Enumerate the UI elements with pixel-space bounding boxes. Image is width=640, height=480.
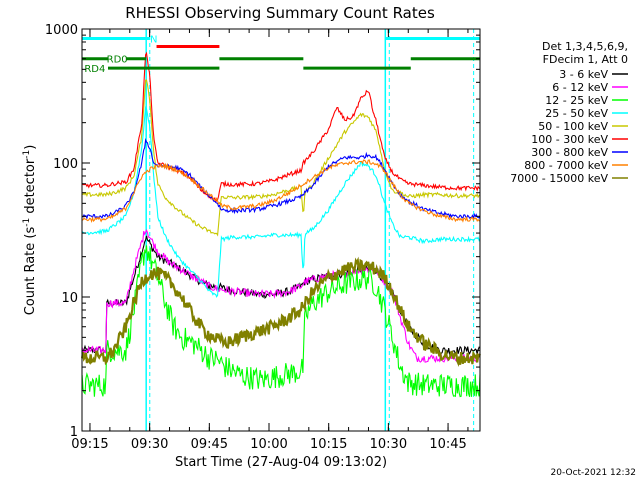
legend-entry-4: 50 - 100 keV [538,120,608,133]
plot-frame [81,28,481,432]
y-tick-label-0: 1 [70,425,78,440]
flag-label-3: RD4 [84,64,105,75]
y-axis-label: Count Rate (s-1 detector-1) [22,145,38,316]
y-tick-label-3: 1000 [45,23,78,38]
series-line-1 [81,228,481,364]
legend-header-line-1: Det 1,3,4,5,6,9, [542,40,628,53]
legend-entry-0: 3 - 6 keV [559,68,608,81]
flag-label-0: N [150,34,157,45]
legend-entry-7: 800 - 7000 keV [524,159,608,172]
x-tick-label-3: 10:00 [250,437,287,452]
series-line-2 [81,245,481,398]
legend-entry-2: 12 - 25 keV [545,94,608,107]
y-tick-label-2: 100 [53,157,78,172]
legend-header-line-2: FDecim 1, Att 0 [543,53,628,66]
series-line-7 [81,159,480,224]
legend-entry-1: 6 - 12 keV [552,81,608,94]
legend-entry-3: 25 - 50 keV [545,107,608,120]
x-tick-label-6: 10:45 [429,437,466,452]
legend-entry-6: 300 - 800 keV [531,146,608,159]
x-tick-label-2: 09:45 [191,437,228,452]
timestamp: 20-Oct-2021 12:32 [551,468,636,478]
chart-title: RHESSI Observing Summary Count Rates [125,4,435,22]
x-tick-label-5: 10:30 [370,437,407,452]
x-axis-label: Start Time (27-Aug-04 09:13:02) [175,455,387,470]
ticks-layer: 09:15 09:30 09:45 10:00 10:15 10:30 10:45 1 10 10… [45,23,480,452]
series-line-4 [81,79,481,237]
series-line-3 [81,106,481,298]
x-tick-label-1: 09:30 [131,437,168,452]
x-tick-label-4: 10:15 [310,437,347,452]
legend-entry-5: 100 - 300 keV [531,133,608,146]
x-tick-label-0: 09:15 [71,437,108,452]
legend-entry-8: 7000 - 15000 keV [510,172,608,185]
legend: Det 1,3,4,5,6,9, FDecim 1, Att 0 3 - 6 k… [510,40,628,185]
series-line-6 [81,137,481,220]
series-line-8 [81,256,481,367]
flag-label-2: RD0 [107,55,128,66]
y-tick-label-1: 10 [61,291,78,306]
